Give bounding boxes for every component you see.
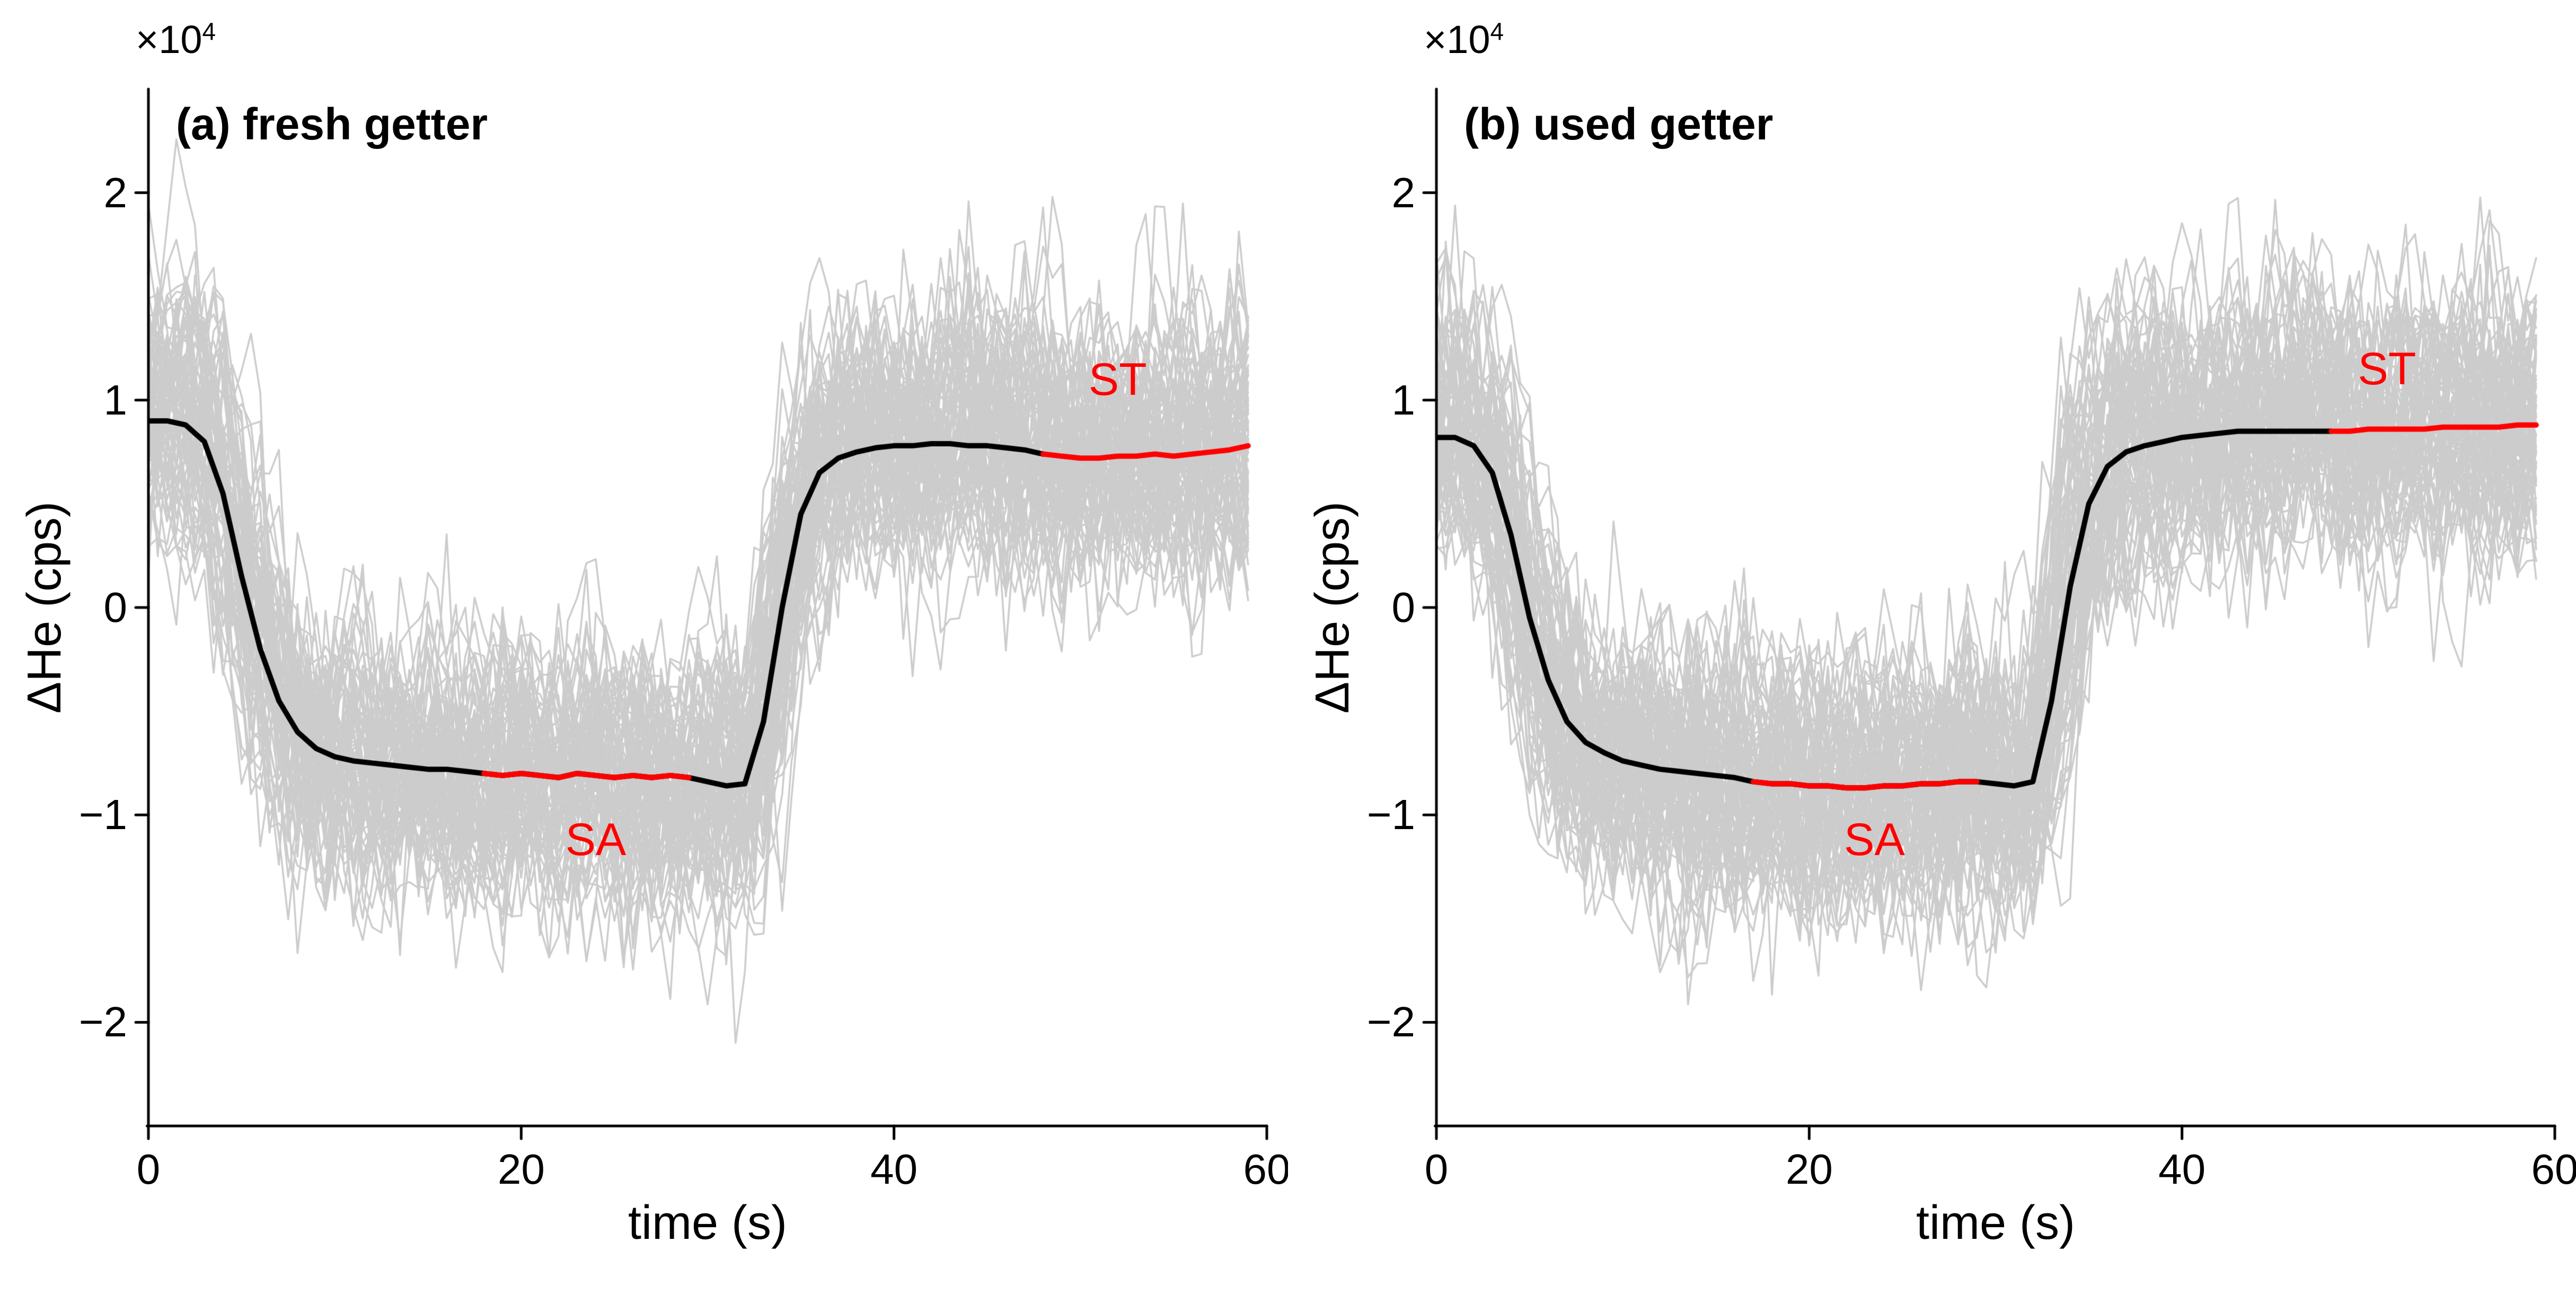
panel-a: ×104 (a) fresh getter ΔHe (cps) time (s)… <box>0 0 1288 1294</box>
y-tick-label: 1 <box>1391 376 1416 424</box>
x-tick-label: 60 <box>1243 1146 1288 1193</box>
exponent-base: ×10 <box>136 17 202 61</box>
y-axis-label: ΔHe (cps) <box>18 501 71 714</box>
panel-b-plot-canvas <box>1288 0 2576 1294</box>
x-tick-label: 40 <box>2158 1146 2206 1193</box>
exponent-base: ×10 <box>1424 17 1490 61</box>
y-tick-label: 0 <box>1391 584 1416 631</box>
panel-title: (b) used getter <box>1464 99 1774 149</box>
y-axis-exponent-label: ×104 <box>136 17 216 61</box>
y-tick-label: −1 <box>78 791 127 839</box>
y-tick-label: 1 <box>103 376 128 424</box>
exponent-power: 4 <box>202 17 216 45</box>
x-axis-label: time (s) <box>1916 1196 2075 1249</box>
x-tick-label: 40 <box>870 1146 918 1193</box>
y-tick-label: −2 <box>1366 998 1415 1046</box>
annotation-sa: SA <box>565 814 627 866</box>
annotation-st: ST <box>2358 344 2416 395</box>
y-tick-label: 2 <box>103 169 128 216</box>
panel-b: ×104 (b) used getter ΔHe (cps) time (s) … <box>1288 0 2576 1294</box>
x-tick-label: 60 <box>2531 1146 2576 1193</box>
exponent-power: 4 <box>1490 17 1504 45</box>
y-tick-label: −2 <box>78 998 127 1046</box>
y-tick-label: 0 <box>103 584 128 631</box>
panel-a-plot-canvas <box>0 0 1288 1294</box>
x-tick-label: 0 <box>1424 1146 1449 1193</box>
y-tick-label: 2 <box>1391 169 1416 216</box>
x-tick-label: 0 <box>136 1146 161 1193</box>
y-tick-label: −1 <box>1366 791 1415 839</box>
annotation-sa: SA <box>1844 814 1905 866</box>
y-axis-exponent-label: ×104 <box>1424 17 1504 61</box>
x-tick-label: 20 <box>1785 1146 1833 1193</box>
x-axis-label: time (s) <box>628 1196 787 1249</box>
y-axis-label: ΔHe (cps) <box>1306 501 1359 714</box>
panel-title: (a) fresh getter <box>176 99 488 149</box>
x-tick-label: 20 <box>497 1146 545 1193</box>
annotation-st: ST <box>1088 354 1147 405</box>
